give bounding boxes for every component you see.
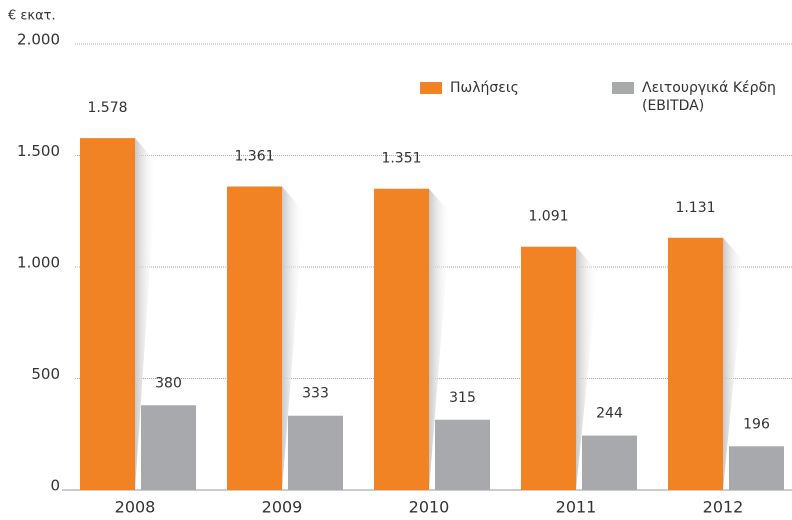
bar bbox=[374, 188, 429, 491]
y-tick-label: 1.000 bbox=[17, 254, 60, 272]
x-tick-label: 2011 bbox=[556, 498, 597, 517]
data-label: 1.091 bbox=[528, 209, 568, 225]
data-label: 1.578 bbox=[87, 100, 127, 116]
data-label: 244 bbox=[596, 406, 623, 422]
data-label: 196 bbox=[743, 416, 770, 432]
x-tick-label: 2009 bbox=[262, 498, 303, 517]
bar bbox=[435, 419, 490, 490]
bar-shadow bbox=[723, 237, 745, 490]
bar bbox=[582, 435, 637, 490]
legend-label: Πωλήσεις bbox=[450, 80, 519, 96]
y-tick-label: 2.000 bbox=[17, 31, 60, 49]
bar-shadow bbox=[135, 138, 157, 490]
data-label: 380 bbox=[155, 375, 182, 391]
data-label: 315 bbox=[449, 390, 476, 406]
legend-label: Λειτουργικά Κέρδη (EBITDA) bbox=[642, 80, 776, 114]
x-tick-label: 2012 bbox=[703, 498, 744, 517]
bar bbox=[227, 186, 282, 490]
bar bbox=[668, 237, 723, 490]
data-label: 1.351 bbox=[381, 151, 421, 167]
bar-shadow bbox=[576, 246, 598, 490]
legend-swatch bbox=[420, 82, 442, 94]
bar bbox=[288, 415, 343, 490]
y-axis-label: € εκατ. bbox=[8, 9, 56, 24]
x-tick-label: 2010 bbox=[409, 498, 450, 517]
bar-shadow bbox=[429, 188, 451, 491]
y-tick-label: 0 bbox=[50, 477, 60, 495]
data-label: 1.131 bbox=[675, 200, 715, 216]
y-tick-label: 500 bbox=[31, 365, 60, 383]
bar-shadow bbox=[282, 186, 304, 490]
bar bbox=[521, 246, 576, 490]
data-label: 1.361 bbox=[234, 148, 274, 164]
x-tick-label: 2008 bbox=[115, 498, 156, 517]
data-label: 333 bbox=[302, 386, 329, 402]
bar bbox=[141, 405, 196, 490]
y-tick-label: 1.500 bbox=[17, 142, 60, 160]
bar bbox=[80, 138, 135, 490]
legend-swatch bbox=[612, 82, 634, 94]
bar bbox=[729, 446, 784, 490]
